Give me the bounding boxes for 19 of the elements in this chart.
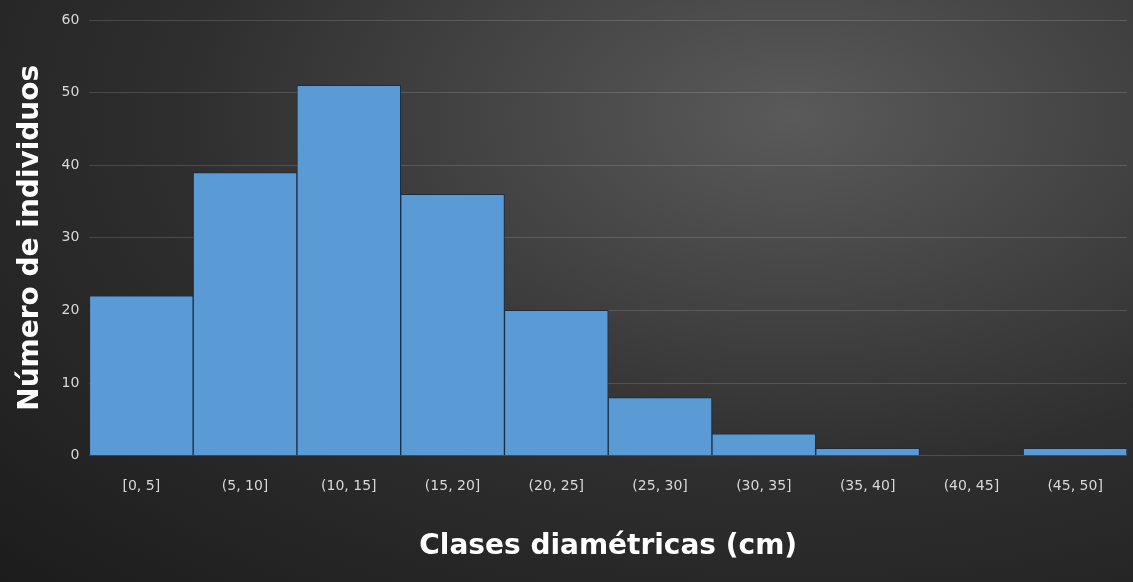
y-tick-label: 30 — [61, 228, 80, 245]
x-tick-label: (10, 15] — [321, 476, 377, 493]
x-tick-label: (20, 25] — [528, 476, 585, 493]
y-tick-label: 40 — [61, 155, 80, 172]
y-tick-label: 0 — [70, 446, 80, 463]
x-tick-label: [0, 5] — [122, 476, 161, 493]
x-tick-label: (30, 35] — [736, 476, 792, 493]
y-tick-label: 60 — [61, 10, 80, 27]
x-tick-label: (40, 45] — [943, 476, 1000, 493]
y-tick-label: 20 — [61, 301, 80, 318]
x-tick-label: (25, 30] — [632, 476, 688, 493]
x-tick-label: (35, 40] — [839, 476, 896, 493]
x-tick-label: (15, 20] — [424, 476, 481, 493]
y-tick-label: 50 — [61, 83, 80, 100]
y-tick-label: 10 — [61, 373, 80, 390]
x-tick-label: (5, 10] — [221, 476, 269, 493]
y-axis-title: Número de individuos — [12, 64, 46, 411]
x-tick-label: (45, 50] — [1047, 476, 1103, 493]
x-axis-title: Clases diamétricas (cm) — [419, 528, 798, 562]
